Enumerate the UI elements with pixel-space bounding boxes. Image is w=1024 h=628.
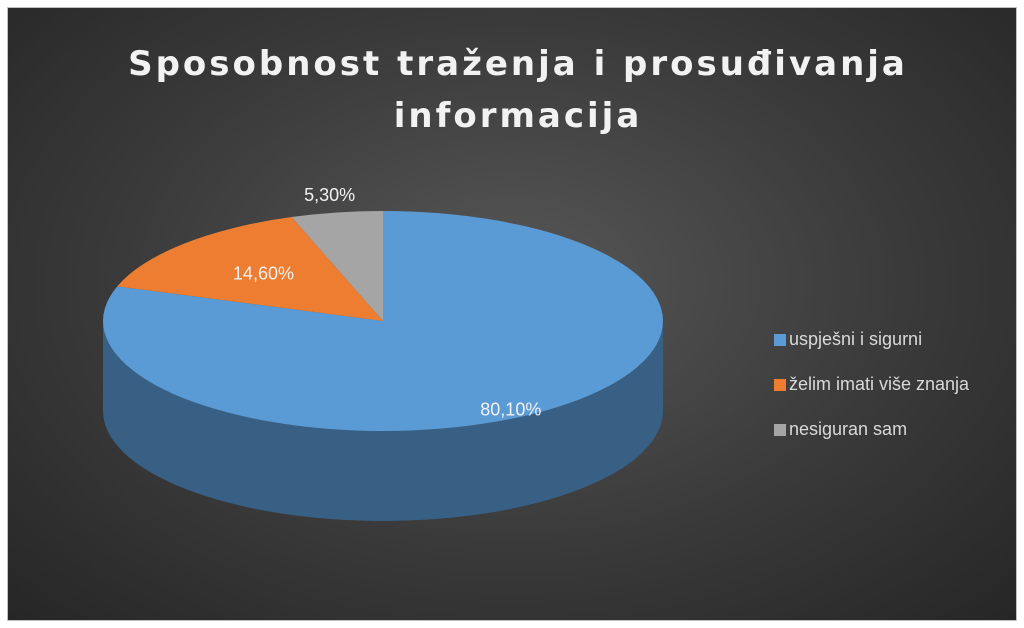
slice xyxy=(291,211,383,321)
slice xyxy=(117,217,383,321)
legend-label: nesiguran sam xyxy=(789,419,907,439)
legend-swatch xyxy=(774,424,786,436)
legend-label: uspješni i sigurni xyxy=(789,329,922,349)
legend-label: želim imati više znanja xyxy=(789,374,970,394)
chart-title: Sposobnost traženja i prosuđivanja infor… xyxy=(128,44,908,136)
legend-swatch xyxy=(774,379,786,391)
chart: Sposobnost traženja i prosuđivanja infor… xyxy=(7,7,1017,621)
data-label: 80,10% xyxy=(480,399,541,419)
plot: 80,10% 14,60% 5,30% uspješni i sigurni želim… xyxy=(103,185,970,521)
data-label: 14,60% xyxy=(233,263,294,283)
slice-side xyxy=(103,321,663,521)
data-label: 5,30% xyxy=(304,185,355,205)
legend-swatch xyxy=(774,334,786,346)
